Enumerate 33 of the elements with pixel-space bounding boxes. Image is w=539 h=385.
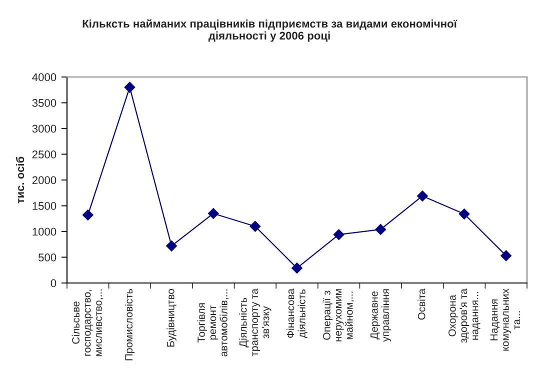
point	[500, 250, 512, 262]
x-tick-label: Державне управління	[370, 289, 392, 342]
y-tick-label: 1000	[32, 228, 56, 236]
y-tick-label: 4000	[32, 73, 56, 82]
y-tick-label: 3500	[32, 99, 56, 107]
x-tick-label: Торгівля ремонт автомобілів,...	[197, 290, 229, 356]
point	[250, 220, 261, 232]
point	[166, 240, 177, 252]
point	[417, 190, 428, 202]
y-tick-label: 2000	[32, 176, 56, 184]
y-tick-label: 500	[38, 254, 56, 262]
x-tick-label: Будівництво	[166, 288, 176, 347]
point	[124, 82, 136, 93]
point	[458, 208, 470, 220]
x-tick-label: Охорона здоров'я та надання...	[448, 288, 480, 343]
y-tick-label: 0	[50, 279, 56, 288]
x-tick-label: Сільсьве господарство, мисливство,...	[72, 290, 104, 356]
point	[375, 224, 386, 235]
point	[82, 210, 94, 220]
x-tick-label: Операції з нерухомим майном,...	[322, 289, 354, 342]
y-tick-label: 3000	[32, 124, 56, 133]
x-tick-label: Освіта	[418, 288, 426, 320]
x-tick-label: Діяльність транспорту та зв'язку	[239, 288, 272, 356]
y-axis-title: тис. осіб	[16, 156, 24, 204]
chart-title: Кількcть найманих працівників підприємств за видами економічної діяльності у 2006 році	[82, 19, 458, 42]
y-tick-label: 2500	[32, 150, 56, 158]
point	[292, 262, 302, 274]
x-tick-label: Промисловість	[124, 288, 135, 360]
x-tick-label: Надання комунальних та...	[490, 288, 520, 351]
y-tick-label: 1500	[32, 202, 56, 210]
x-tick-label: Фінансова діяльність	[286, 288, 308, 338]
point	[333, 229, 344, 240]
point	[208, 208, 219, 219]
